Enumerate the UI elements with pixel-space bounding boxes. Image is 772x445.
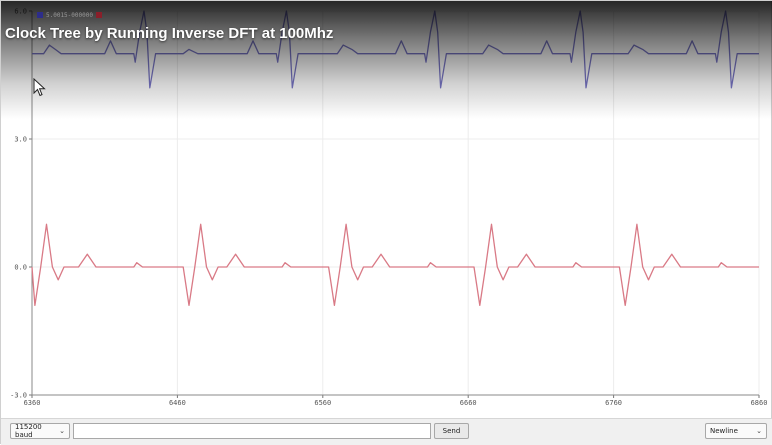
axis-layer bbox=[29, 10, 760, 398]
series-layer bbox=[31, 10, 759, 307]
send-button[interactable]: Send bbox=[434, 423, 469, 439]
baud-rate-select[interactable]: 115200 baud ⌄ bbox=[10, 423, 70, 439]
y-tick-label: 6.0 bbox=[14, 8, 27, 16]
series-line-1 bbox=[32, 10, 759, 89]
chevron-down-icon: ⌄ bbox=[59, 427, 65, 435]
grid-layer bbox=[31, 10, 760, 396]
chevron-down-icon: ⌄ bbox=[756, 427, 762, 435]
line-ending-select[interactable]: Newline ⌄ bbox=[705, 423, 767, 439]
serial-toolbar: 115200 baud ⌄ Send Newline ⌄ bbox=[1, 418, 772, 445]
plot-legend: 5.0015-000000 bbox=[37, 11, 102, 19]
x-tick-label: 6460 bbox=[169, 399, 186, 407]
x-tick-label: 6760 bbox=[605, 399, 622, 407]
line-ending-value: Newline bbox=[710, 427, 738, 435]
plot-chart: 6360 6460 6560 6660 6760 6860 6.0 3.0 0.0 -3.0 bbox=[10, 8, 767, 408]
x-tick-label: 6860 bbox=[751, 399, 768, 407]
y-tick-label: 0.0 bbox=[14, 264, 27, 272]
y-tick-label: -3.0 bbox=[10, 392, 27, 400]
legend-text: 5.0015-000000 bbox=[46, 11, 93, 19]
tick-layer: 6360 6460 6560 6660 6760 6860 6.0 3.0 0.0 -3.0 bbox=[10, 8, 767, 408]
legend-swatch-1 bbox=[37, 12, 43, 18]
serial-message-input[interactable] bbox=[73, 423, 431, 439]
baud-rate-value: 115200 baud bbox=[15, 423, 42, 439]
x-tick-label: 6360 bbox=[24, 399, 41, 407]
y-tick-label: 3.0 bbox=[14, 136, 27, 144]
x-tick-label: 6660 bbox=[460, 399, 477, 407]
legend-swatch-2 bbox=[95, 12, 102, 18]
series-line-2 bbox=[31, 223, 759, 307]
x-tick-label: 6560 bbox=[314, 399, 331, 407]
mouse-pointer-icon bbox=[33, 78, 46, 97]
video-title: Clock Tree by Running Inverse DFT at 100… bbox=[5, 25, 334, 42]
